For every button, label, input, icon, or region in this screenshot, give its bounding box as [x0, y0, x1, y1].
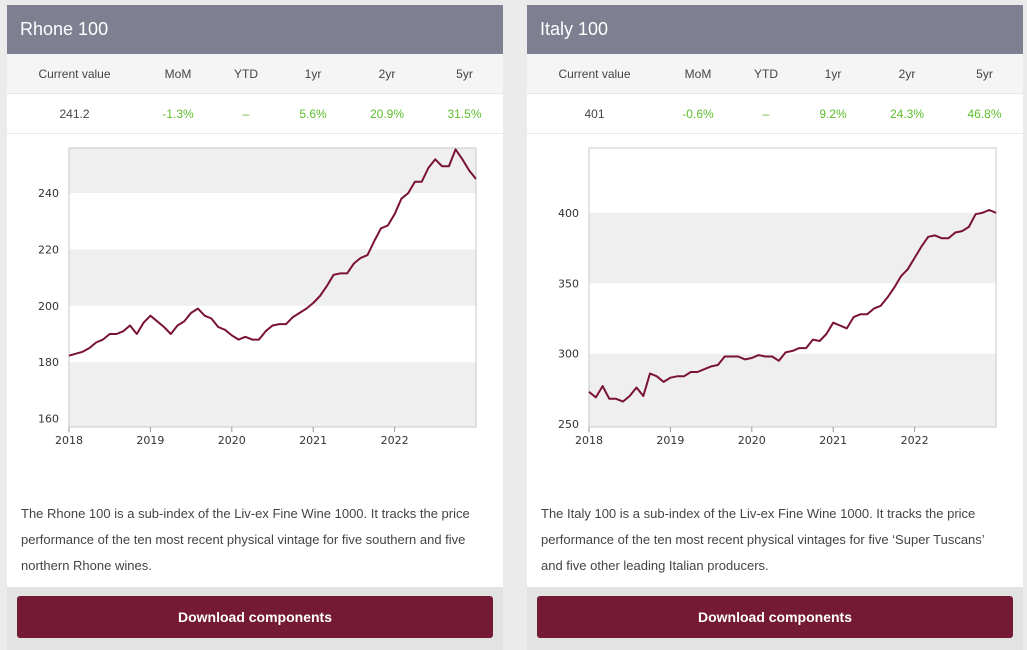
x-tick-label: 2018 [55, 434, 83, 447]
grid-band [589, 212, 996, 284]
y-tick-label: 350 [558, 277, 579, 290]
italy-description: The Italy 100 is a sub-index of the Liv-… [541, 506, 985, 573]
stats-header-row: Current value MoM YTD 1yr 2yr 5yr [527, 54, 1023, 94]
stat-header-ytd: YTD [234, 66, 258, 81]
stat-header-1yr: 1yr [824, 66, 842, 81]
stat-header-2yr: 2yr [898, 66, 916, 81]
stat-mom-value: -1.3% [162, 106, 194, 121]
x-tick-label: 2019 [136, 434, 164, 447]
stats-value-row: 401 -0.6% – 9.2% 24.3% 46.8% [527, 94, 1023, 134]
stat-5yr-value: 31.5% [447, 106, 482, 121]
y-tick-label: 220 [38, 243, 59, 256]
stat-5yr-value: 46.8% [967, 106, 1002, 121]
y-tick-label: 180 [38, 356, 59, 369]
stat-header-current: Current value [38, 66, 111, 81]
plot-frame [588, 147, 997, 428]
rhone-card: Rhone 100 Current value MoM YTD 1yr 2yr … [7, 5, 503, 650]
stat-2yr-value: 20.9% [369, 106, 405, 121]
stat-header-mom: MoM [684, 66, 712, 81]
plot-frame [68, 147, 477, 428]
stat-2yr-value: 24.3% [889, 106, 925, 121]
stat-header-5yr: 5yr [976, 66, 993, 81]
stat-header-1yr: 1yr [304, 66, 322, 81]
y-tick-label: 250 [558, 418, 579, 431]
stat-header-current: Current value [558, 66, 631, 81]
grid-band [69, 249, 476, 306]
y-tick-label: 200 [38, 300, 59, 313]
stat-ytd-value: – [242, 106, 250, 121]
stat-header-mom: MoM [164, 66, 192, 81]
stat-1yr-value: 9.2% [819, 106, 847, 121]
download-components-button[interactable]: Download components [537, 596, 1013, 638]
x-tick-label: 2022 [901, 434, 929, 447]
series-line [588, 209, 997, 403]
x-tick-label: 2020 [738, 434, 766, 447]
x-tick-label: 2021 [819, 434, 847, 447]
grid-band [589, 353, 996, 427]
y-tick-label: 400 [558, 207, 579, 220]
rhone-description: The Rhone 100 is a sub-index of the Liv-… [21, 506, 470, 573]
x-tick-label: 2022 [381, 434, 409, 447]
download-components-button[interactable]: Download components [17, 596, 493, 638]
y-tick-label: 240 [38, 187, 59, 200]
stat-ytd-value: – [762, 106, 770, 121]
x-tick-label: 2018 [575, 434, 603, 447]
stat-mom-value: -0.6% [682, 106, 714, 121]
card-footer: Download components [527, 587, 1023, 650]
stat-header-2yr: 2yr [378, 66, 396, 81]
stats-header-row: Current value MoM YTD 1yr 2yr 5yr [7, 54, 503, 94]
stat-header-5yr: 5yr [456, 66, 473, 81]
grid-band [69, 148, 476, 194]
card-title: Italy 100 [527, 5, 1023, 54]
y-tick-label: 300 [558, 348, 579, 361]
series-line [68, 148, 477, 357]
x-tick-label: 2020 [218, 434, 246, 447]
stat-current-value: 241.2 [59, 106, 90, 121]
italy-line-chart: 250 300 350 400 2018 2019 2020 2021 2022 [558, 147, 997, 447]
x-tick-label: 2019 [656, 434, 684, 447]
rhone-chart: 160 180 200 220 240 2018 2019 2020 2021 2022 [7, 133, 503, 483]
card-footer: Download components [7, 587, 503, 650]
italy-card: Italy 100 Current value MoM YTD 1yr 2yr … [527, 5, 1023, 650]
grid-band [69, 362, 476, 427]
stat-current-value: 401 [584, 106, 605, 121]
card-title: Rhone 100 [7, 5, 503, 54]
stats-table: Current value MoM YTD 1yr 2yr 5yr 241.2 … [7, 54, 503, 134]
x-tick-label: 2021 [299, 434, 327, 447]
stats-value-row: 241.2 -1.3% – 5.6% 20.9% 31.5% [7, 94, 503, 134]
stats-table: Current value MoM YTD 1yr 2yr 5yr 401 -0… [527, 54, 1023, 134]
italy-chart: 250 300 350 400 2018 2019 2020 2021 2022 [527, 133, 1023, 483]
rhone-line-chart: 160 180 200 220 240 2018 2019 2020 2021 2022 [38, 147, 477, 447]
stat-1yr-value: 5.6% [299, 106, 327, 121]
stat-header-ytd: YTD [754, 66, 778, 81]
y-tick-label: 160 [38, 413, 59, 426]
